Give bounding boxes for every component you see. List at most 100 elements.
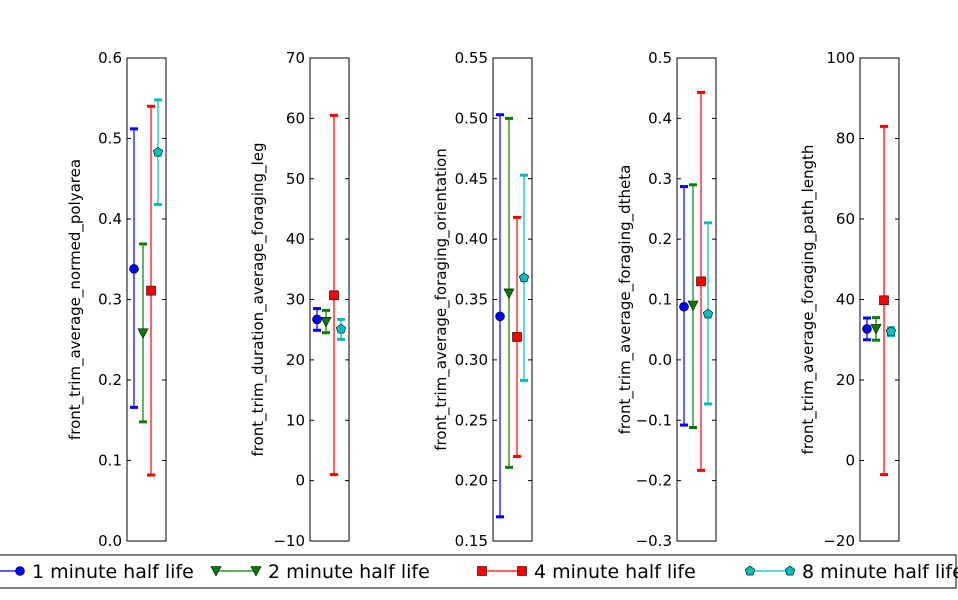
series-3-errorbar — [146, 104, 156, 477]
mean-marker-pentagon — [152, 146, 164, 157]
y-tick-label: 0 — [845, 452, 855, 470]
mean-marker-triangle-down — [870, 324, 882, 335]
mean-marker-triangle-down — [503, 288, 515, 300]
y-tick-label: 10 — [286, 411, 305, 429]
mean-marker-square — [696, 276, 706, 287]
y-tick-label: 20 — [286, 351, 305, 369]
y-tick-label: 0.0 — [98, 532, 122, 550]
subplot-4: −0.3 −0.2 −0.1 0.0 0.1 0.2 0.3 0.4 0.5 front_trim… — [616, 49, 717, 550]
series-1-errorbar — [312, 307, 322, 332]
y-tick-label: 0.45 — [455, 170, 488, 188]
series-4-errorbar — [335, 317, 347, 341]
y-tick-label: −0.2 — [636, 472, 672, 490]
mean-marker-square — [512, 332, 522, 342]
y-tick-label: 80 — [836, 130, 855, 148]
axes-frame — [309, 57, 350, 542]
legend-marker-square — [517, 566, 527, 576]
y-tick-label: −10 — [273, 532, 305, 550]
legend: 1 minute half life 2 minute half life 4 mi… — [0, 554, 958, 589]
series-2-errorbar — [503, 116, 515, 469]
series-1-errorbar — [495, 113, 505, 519]
mean-marker-pentagon — [885, 326, 897, 337]
y-tick-label: 0.2 — [98, 371, 122, 389]
series-1-errorbar — [129, 127, 139, 409]
y-tick-label: 30 — [286, 291, 305, 309]
mean-marker-triangle-down — [687, 300, 699, 312]
legend-label: 4 minute half life — [534, 561, 696, 583]
y-tick-label: 100 — [826, 49, 855, 67]
series-4-errorbar — [518, 173, 530, 382]
y-axis-label: front_trim_average_normed_polyarea — [66, 159, 85, 440]
series-4-errorbar — [152, 98, 164, 207]
series-2-errorbar — [320, 308, 332, 335]
y-tick-label: 0.55 — [455, 49, 488, 67]
legend-label: 1 minute half life — [32, 561, 194, 583]
y-tick-label: −20 — [823, 532, 855, 550]
legend-entry-4: 8 minute half life — [744, 561, 958, 583]
subplot-5: −20 0 20 40 60 80 100 front_trim_average_foragi… — [799, 49, 900, 550]
series-1-errorbar — [679, 185, 689, 427]
y-tick-label: 40 — [836, 291, 855, 309]
mean-marker-pentagon — [702, 308, 714, 319]
series-3-errorbar — [512, 215, 522, 458]
legend-label: 2 minute half life — [268, 561, 430, 583]
series-1-errorbar — [862, 316, 872, 342]
subplots-group: 0.0 0.1 0.2 0.3 0.4 0.5 0.6 front_trim_average_… — [66, 49, 900, 550]
series-2-errorbar — [687, 183, 699, 429]
subplot-2: −10 0 10 20 30 40 50 60 70 front_trim_duration_av… — [249, 49, 350, 550]
y-tick-label: 70 — [286, 49, 305, 67]
y-tick-label: 0 — [295, 472, 305, 490]
mean-marker-circle — [495, 311, 505, 322]
legend-frame — [0, 554, 957, 589]
y-tick-label: 0.30 — [455, 351, 488, 369]
y-tick-label: 0.15 — [455, 532, 488, 550]
y-tick-label: 50 — [286, 170, 305, 188]
y-tick-label: 0.5 — [648, 49, 672, 67]
legend-marker-pentagon — [744, 565, 756, 576]
mean-marker-circle — [679, 301, 689, 312]
y-tick-label: 0.0 — [648, 351, 672, 369]
series-3-errorbar — [696, 90, 706, 472]
axes-frame — [492, 57, 533, 542]
mean-marker-pentagon — [518, 272, 530, 283]
legend-marker-triangle-down — [250, 566, 262, 577]
y-tick-label: 0.4 — [98, 210, 122, 228]
y-tick-label: 0.20 — [455, 472, 488, 490]
y-tick-label: 0.50 — [455, 109, 488, 127]
series-3-errorbar — [329, 113, 339, 477]
legend-marker-circle — [15, 566, 25, 576]
y-tick-label: 0.25 — [455, 411, 488, 429]
series-3-errorbar — [879, 124, 889, 477]
mean-marker-square — [146, 285, 156, 296]
y-tick-label: 0.5 — [98, 130, 122, 148]
mean-marker-pentagon — [335, 323, 347, 334]
legend-marker-triangle-down — [210, 566, 222, 577]
y-axis-label: front_trim_average_foraging_dtheta — [616, 165, 635, 435]
subplot-1: 0.0 0.1 0.2 0.3 0.4 0.5 0.6 front_trim_average_… — [66, 49, 167, 550]
legend-marker-square — [477, 566, 487, 576]
axes-frame — [676, 57, 717, 542]
y-tick-label: 0.1 — [98, 452, 122, 470]
mean-marker-square — [879, 295, 889, 306]
series-2-errorbar — [137, 242, 149, 424]
y-tick-label: 0.6 — [98, 49, 122, 67]
y-tick-label: 0.1 — [648, 291, 672, 309]
subplot-3: 0.15 0.20 0.25 0.30 0.35 0.40 0.45 0.50 0.55 fron… — [432, 49, 533, 550]
mean-marker-circle — [862, 324, 872, 334]
axes-frame — [126, 57, 167, 542]
y-tick-label: 60 — [836, 210, 855, 228]
series-2-errorbar — [870, 316, 882, 342]
axes-frame — [859, 57, 900, 542]
y-axis-label: front_trim_average_foraging_path_length — [799, 145, 818, 455]
mean-marker-circle — [312, 314, 322, 325]
y-tick-label: 0.3 — [98, 291, 122, 309]
series-4-errorbar — [702, 221, 714, 406]
y-tick-label: 40 — [286, 230, 305, 248]
mean-marker-triangle-down — [137, 328, 149, 339]
y-axis-label: front_trim_duration_average_foraging_leg — [249, 143, 268, 457]
series-4-errorbar — [885, 326, 897, 338]
y-tick-label: 0.2 — [648, 230, 672, 248]
mean-marker-triangle-down — [320, 317, 332, 328]
legend-entry-3: 4 minute half life — [477, 561, 696, 583]
